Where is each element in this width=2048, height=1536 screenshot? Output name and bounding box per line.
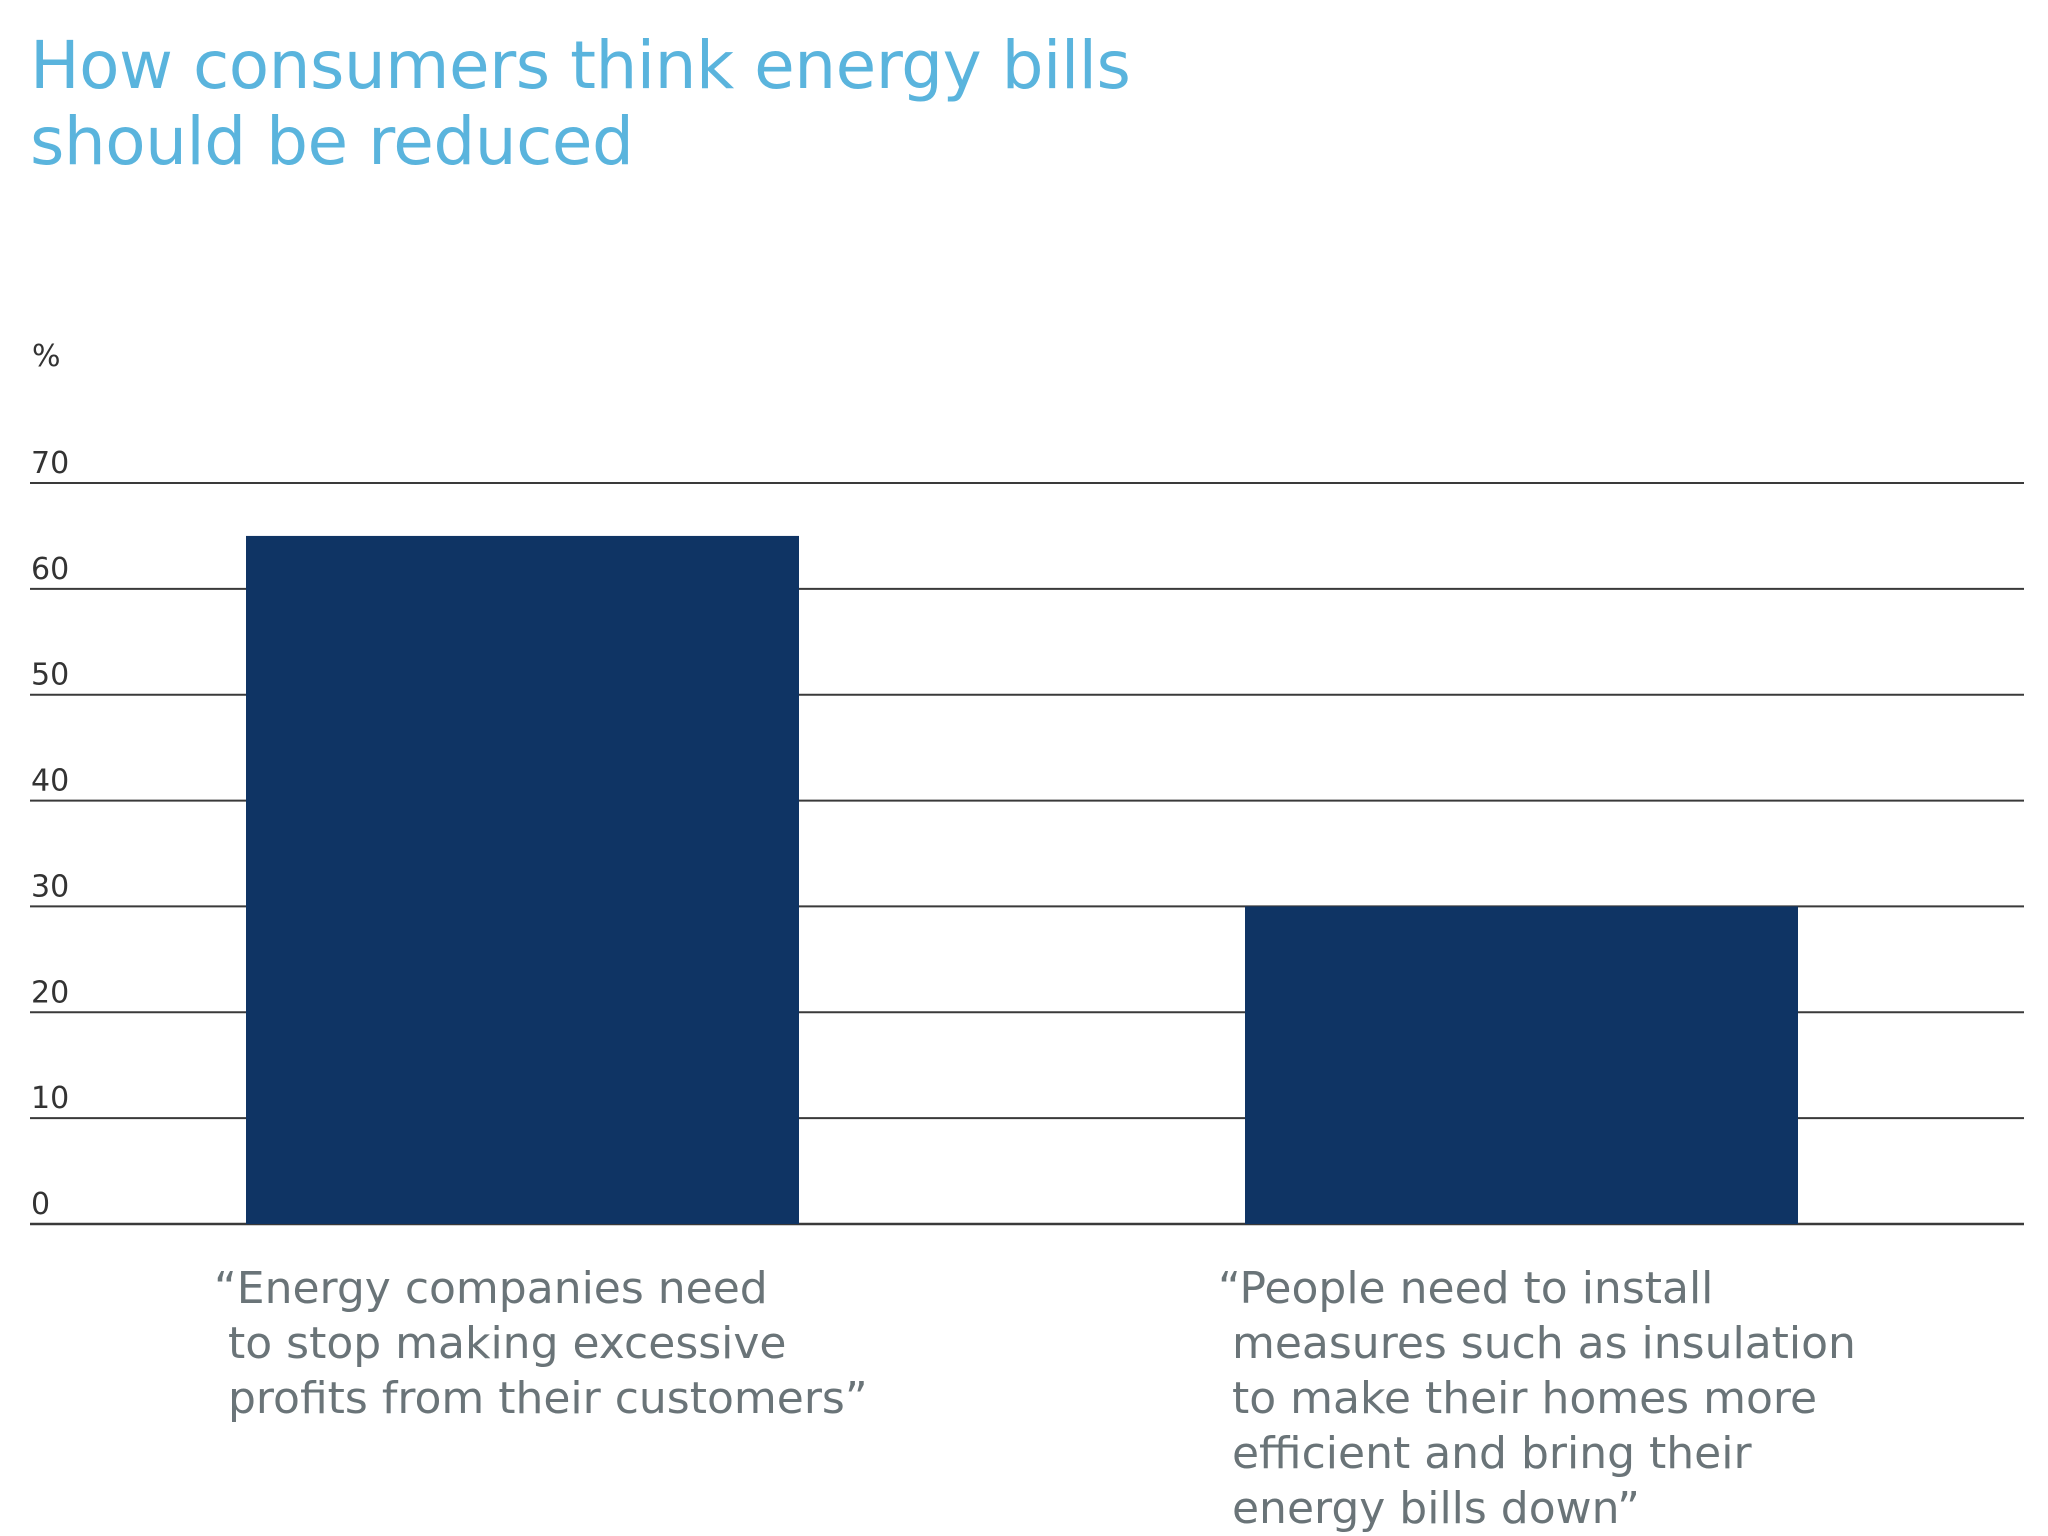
chart-title: How consumers think energy bills should … (30, 28, 1230, 180)
y-axis-unit-label: % (32, 339, 61, 374)
y-tick-label-10: 10 (31, 1081, 69, 1116)
y-tick-label-60: 60 (31, 552, 69, 587)
category-label-people-install: “People need to install measures such as… (1218, 1263, 1856, 1534)
bar-1 (246, 535, 799, 1224)
y-tick-label-0: 0 (31, 1187, 50, 1222)
chart-title-line-1: How consumers think energy bills (30, 27, 1131, 104)
y-axis-ticks: 0 10 20 30 40 50 60 70 (31, 446, 69, 1222)
category-label-energy-companies: “Energy companies need to stop making ex… (214, 1263, 868, 1424)
y-tick-label-30: 30 (31, 869, 69, 904)
y-tick-label-40: 40 (31, 764, 69, 799)
y-tick-label-70: 70 (31, 446, 69, 481)
bar-2 (1245, 906, 1798, 1224)
y-tick-label-20: 20 (31, 975, 69, 1010)
y-tick-label-50: 50 (31, 658, 69, 693)
bars (246, 535, 1798, 1224)
chart-title-line-2: should be reduced (30, 103, 634, 180)
